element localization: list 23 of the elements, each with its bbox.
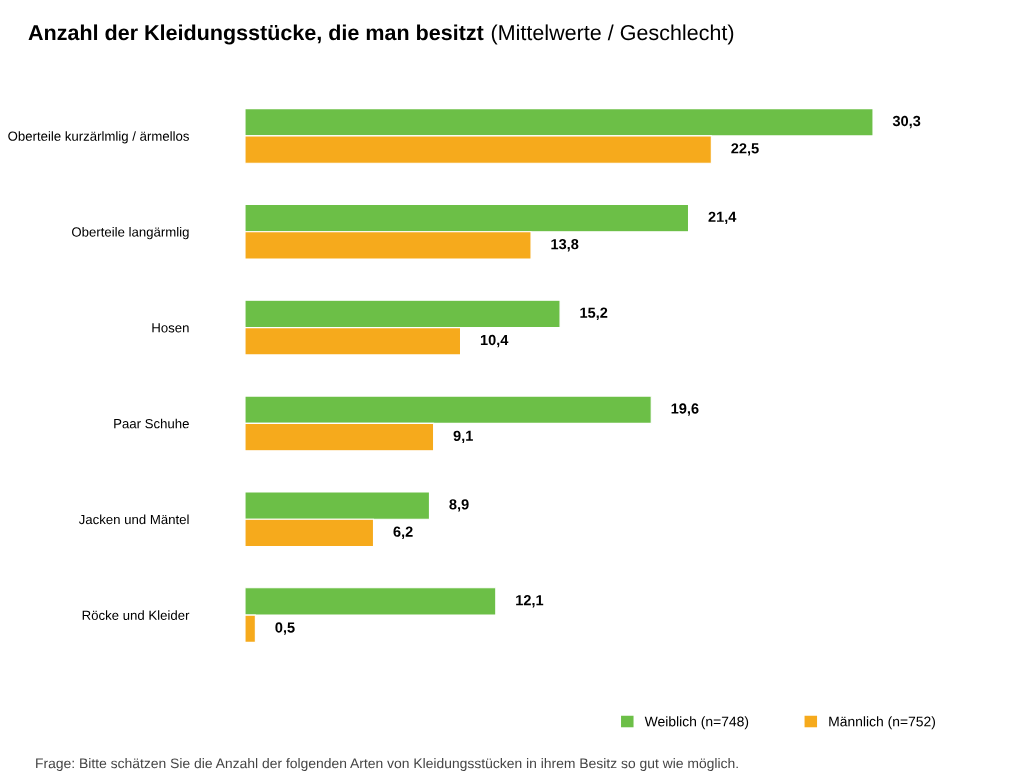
legend-label: Weiblich (n=748) (644, 716, 749, 730)
data-label: 12,1 (516, 595, 544, 608)
data-label: 30,3 (892, 115, 921, 129)
data-label: 9,1 (453, 430, 473, 444)
y-tick-label: Jacken und Mäntel (78, 514, 189, 525)
data-label: 6,2 (393, 526, 413, 539)
chart-subtitle: (Mittelwerte / Geschlecht) (491, 24, 734, 45)
y-tick-label: Hosen (152, 323, 189, 333)
y-tick-label: Oberteile kurzärlmlig / ärmellos (8, 131, 189, 144)
data-label: 15,2 (580, 307, 608, 320)
y-tick-label: Paar Schuhe (114, 418, 189, 429)
data-label: 13,8 (551, 238, 579, 252)
data-label: 8,9 (449, 499, 469, 512)
text: Frage: Bitte schätzen Sie die Anzahl der folgenden Arten von Kleidungsstücken in ihrem Besitz so gut wie möglich. (36, 758, 738, 771)
data-label: 22,5 (731, 143, 759, 156)
data-label: 0,5 (275, 622, 295, 635)
chart-title: Anzahl der Kleidungsstücke, die man besitzt (28, 24, 484, 45)
data-label: 19,6 (671, 403, 699, 416)
legend-label: Männlich (n=752) (829, 716, 935, 730)
data-label: 21,4 (708, 211, 737, 225)
y-tick-label: Röcke und Kleider (82, 610, 190, 620)
data-label: 10,4 (480, 334, 509, 348)
y-tick-label: Oberteile langärmlig (72, 226, 189, 240)
